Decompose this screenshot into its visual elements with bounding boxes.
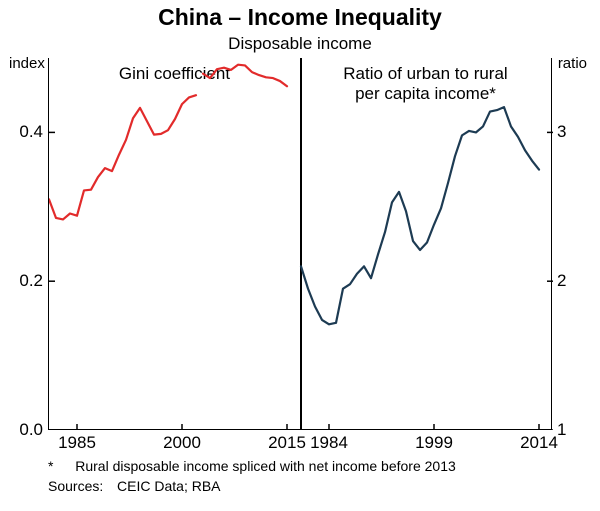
y-tick-label: 0.0 <box>19 420 43 440</box>
left-y-axis-label: index <box>9 55 45 72</box>
x-tick-label: 2014 <box>520 433 558 453</box>
sources-label: Sources: <box>48 478 103 494</box>
x-tick-label: 2015 <box>268 433 306 453</box>
x-tick-label: 1984 <box>310 433 348 453</box>
right-y-axis-label: ratio <box>558 55 587 72</box>
x-tick-label: 2000 <box>163 433 201 453</box>
y-tick-label: 0.2 <box>19 271 43 291</box>
x-tick-label: 1985 <box>58 433 96 453</box>
y-tick-label: 0.4 <box>19 122 43 142</box>
footnote: * Rural disposable income spliced with n… <box>48 458 456 474</box>
chart-title: China – Income Inequality <box>0 4 600 31</box>
chart-svg <box>49 58 553 430</box>
x-tick-label: 1999 <box>415 433 453 453</box>
sources-text: CEIC Data; RBA <box>117 478 220 494</box>
footnote-text: Rural disposable income spliced with net… <box>75 458 456 474</box>
sources: Sources: CEIC Data; RBA <box>48 478 221 494</box>
plot-area: Gini coefficient Ratio of urban to rural… <box>48 58 552 430</box>
y-tick-label: 1 <box>557 420 566 440</box>
y-tick-label: 3 <box>557 122 566 142</box>
footnote-marker: * <box>48 458 53 474</box>
chart-subtitle: Disposable income <box>0 34 600 54</box>
figure: China – Income Inequality Disposable inc… <box>0 0 600 511</box>
y-tick-label: 2 <box>557 271 566 291</box>
